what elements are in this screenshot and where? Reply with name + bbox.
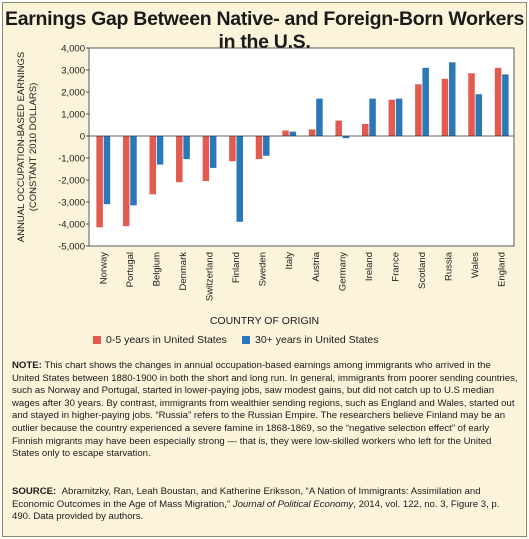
bar-30-years bbox=[289, 131, 297, 136]
y-tick-label: 1,000 bbox=[61, 109, 85, 120]
bar-0-5-years bbox=[494, 67, 502, 136]
plot-frame bbox=[88, 47, 515, 247]
bar-30-years bbox=[342, 136, 350, 139]
bar-0-5-years bbox=[122, 136, 130, 227]
y-tick-label: 0 bbox=[80, 131, 85, 142]
bar-0-5-years bbox=[255, 136, 263, 160]
source-authors: Abramitzky, Ran, Leah Boustan, and Kathe… bbox=[12, 486, 481, 510]
x-axis-title: COUNTRY OF ORIGIN bbox=[209, 315, 320, 327]
bar-0-5-years bbox=[176, 136, 183, 183]
x-tick-label: Belgium bbox=[151, 252, 162, 286]
chart-note: NOTE: This chart shows the changes in an… bbox=[12, 360, 518, 461]
x-tick-label: Portugal bbox=[125, 252, 136, 287]
legend-label-0-5-years: 0-5 years in United States bbox=[106, 334, 227, 346]
chart-source: SOURCE: Abramitzky, Ran, Leah Boustan, a… bbox=[12, 486, 518, 524]
bar-0-5-years bbox=[96, 136, 103, 228]
y-tick-label: -1,000 bbox=[58, 153, 85, 164]
x-tick-label: Scotland bbox=[417, 252, 428, 289]
bar-30-years bbox=[236, 136, 243, 222]
note-label: NOTE: bbox=[12, 360, 42, 371]
x-tick-label: Russia bbox=[444, 251, 455, 281]
bar-30-years bbox=[395, 98, 403, 136]
x-tick-label: Norway bbox=[98, 252, 109, 284]
y-tick-label: 3,000 bbox=[61, 65, 85, 76]
x-tick-label: France bbox=[390, 252, 401, 282]
x-tick-label: Ireland bbox=[364, 252, 375, 281]
source-journal: Journal of Political Economy bbox=[232, 498, 354, 510]
bar-0-5-years bbox=[388, 99, 396, 136]
bar-30-years bbox=[448, 62, 456, 136]
y-tick-label: -5,000 bbox=[58, 241, 85, 252]
bar-0-5-years bbox=[229, 136, 236, 162]
y-axis-title-line-2: (CONSTANT 2010 DOLLARS) bbox=[28, 83, 39, 211]
bar-30-years bbox=[475, 94, 483, 136]
bar-30-years bbox=[263, 136, 270, 156]
legend-item-30-years: 30+ years in United States bbox=[242, 334, 378, 348]
y-tick-label: -4,000 bbox=[58, 219, 85, 230]
y-axis-title: ANNUAL OCCUPATION-BASED EARNINGS bbox=[16, 52, 27, 242]
x-tick-label: Austria bbox=[311, 251, 322, 281]
bar-0-5-years bbox=[202, 136, 210, 182]
x-tick-label: Denmark bbox=[178, 252, 189, 291]
bar-30-years bbox=[103, 136, 111, 205]
bar-0-5-years bbox=[362, 123, 369, 136]
x-tick-label: England bbox=[497, 252, 508, 287]
x-tick-label: Wales bbox=[470, 252, 481, 278]
note-text: This chart shows the changes in annual o… bbox=[12, 360, 518, 460]
legend-item-0-5-years: 0-5 years in United States bbox=[93, 334, 227, 348]
bar-0-5-years bbox=[415, 84, 422, 136]
bar-0-5-years bbox=[441, 78, 449, 136]
bar-30-years bbox=[316, 98, 323, 136]
bar-30-years bbox=[130, 136, 137, 206]
y-tick-label: -3,000 bbox=[58, 197, 85, 208]
bar-30-years bbox=[502, 74, 509, 136]
legend-label-30-years: 30+ years in United States bbox=[255, 334, 379, 346]
bar-0-5-years bbox=[149, 136, 157, 195]
x-tick-label: Germany bbox=[337, 252, 348, 291]
bar-30-years bbox=[422, 67, 429, 136]
bar-30-years bbox=[369, 98, 376, 136]
x-tick-label: Sweden bbox=[258, 252, 269, 286]
y-tick-label: -2,000 bbox=[58, 175, 85, 186]
chart-title: Earnings Gap Between Native- and Foreign… bbox=[4, 8, 524, 53]
bar-30-years bbox=[156, 136, 164, 165]
bar-0-5-years bbox=[282, 130, 289, 136]
source-label: SOURCE: bbox=[12, 486, 57, 497]
x-tick-label: Finland bbox=[231, 252, 242, 283]
y-tick-label: 4,000 bbox=[61, 43, 85, 54]
legend-swatch-0-5-years bbox=[93, 335, 101, 344]
bar-30-years bbox=[183, 136, 190, 160]
bar-0-5-years bbox=[308, 129, 316, 136]
bar-0-5-years bbox=[468, 73, 475, 136]
y-tick-label: 2,000 bbox=[61, 87, 85, 98]
source-details: , 2014, vol. 122, no. 3, Figure 3, p. 49… bbox=[12, 498, 500, 523]
bar-30-years bbox=[209, 136, 217, 168]
x-tick-label: Switzerland bbox=[205, 252, 216, 301]
legend-swatch-30-years bbox=[242, 335, 250, 344]
bar-0-5-years bbox=[335, 120, 342, 136]
x-tick-label: Italy bbox=[284, 252, 295, 270]
